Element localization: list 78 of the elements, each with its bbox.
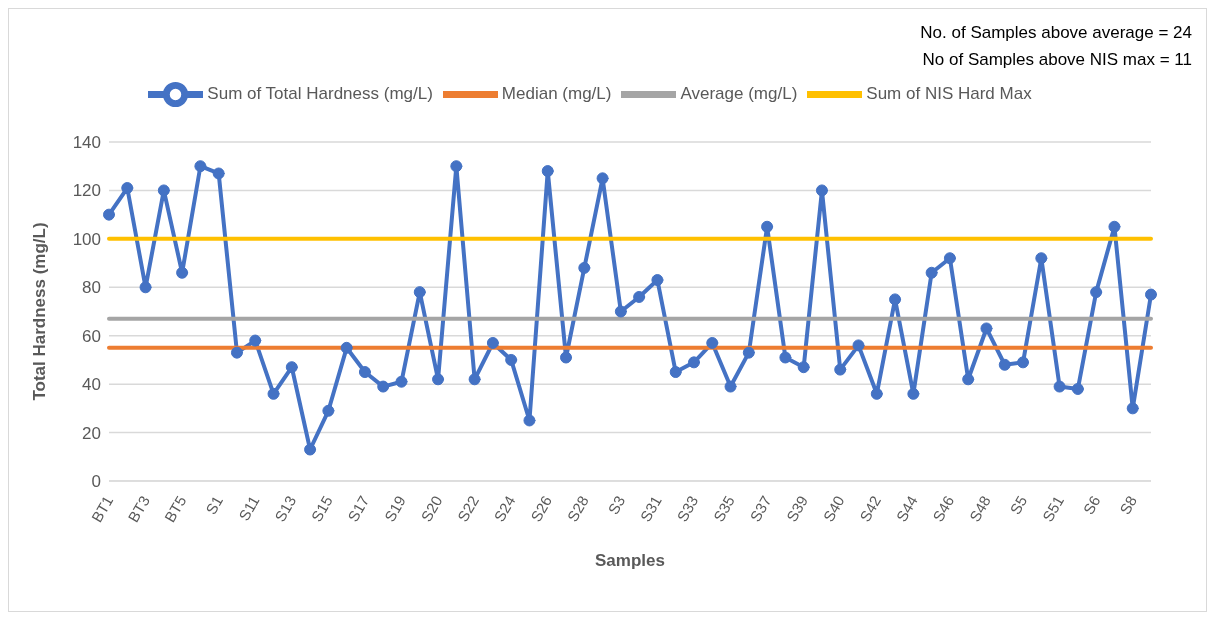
point — [267, 387, 280, 400]
text: No. of Samples above average = 24 — [920, 22, 1192, 44]
point — [541, 165, 554, 178]
y-axis-title: Total Hardness (mg/L) — [30, 222, 50, 401]
point — [432, 373, 445, 386]
x-tick-label: S6 — [1079, 492, 1104, 518]
point — [358, 366, 371, 379]
y-tick-label: 140 — [72, 133, 101, 153]
point — [925, 266, 938, 279]
point — [230, 346, 243, 359]
point — [157, 184, 170, 197]
y-tick-label: 40 — [82, 375, 101, 395]
point — [596, 172, 609, 185]
y-tick-label: 120 — [72, 181, 101, 201]
point — [907, 387, 920, 400]
point — [687, 356, 700, 369]
point — [943, 252, 956, 265]
point — [706, 336, 719, 349]
point — [742, 346, 755, 359]
x-tick-label: S3 — [604, 492, 629, 518]
point — [669, 366, 682, 379]
y-tick-label: 20 — [82, 423, 101, 443]
point — [834, 363, 847, 376]
point — [194, 160, 207, 173]
point — [340, 341, 353, 354]
legend-label: Median (mg/L) — [501, 83, 612, 103]
point — [468, 373, 481, 386]
x-tick-label: S51 — [1038, 492, 1067, 525]
point — [633, 290, 646, 303]
point — [614, 305, 627, 318]
x-tick-label: S11 — [235, 492, 263, 524]
point — [560, 351, 573, 364]
point — [962, 373, 975, 386]
y-tick-label: 80 — [82, 278, 101, 298]
point — [1035, 252, 1048, 265]
point — [779, 351, 792, 364]
y-tick-label: 0 — [91, 472, 101, 492]
point — [815, 184, 828, 197]
point — [1071, 382, 1084, 395]
point — [377, 380, 390, 393]
point — [651, 274, 664, 287]
point — [761, 220, 774, 233]
point — [523, 414, 536, 427]
point — [1090, 286, 1103, 299]
point — [395, 375, 408, 388]
point — [139, 281, 152, 294]
point — [1053, 380, 1066, 393]
legend-label: Sum of Total Hardness (mg/L) — [207, 83, 433, 103]
point — [852, 339, 865, 352]
y-tick-label: 100 — [72, 229, 101, 249]
point — [1108, 220, 1121, 233]
point — [1017, 356, 1030, 369]
x-tick-label: S8 — [1116, 492, 1141, 518]
point — [103, 208, 115, 221]
legend-label: Average (mg/L) — [680, 83, 798, 103]
point — [304, 443, 317, 456]
point — [1126, 402, 1139, 415]
x-tick-label: S31 — [636, 492, 665, 525]
point — [578, 261, 591, 274]
x-tick-label: S5 — [1006, 492, 1031, 518]
y-tick-label: 60 — [82, 326, 101, 346]
legend-label: Sum of NIS Hard Max — [866, 83, 1032, 103]
point — [980, 322, 993, 335]
point — [870, 387, 883, 400]
point — [505, 353, 518, 366]
point — [450, 160, 463, 173]
point — [249, 334, 262, 347]
point — [212, 167, 225, 180]
x-tick-label: S1 — [202, 492, 227, 518]
text: No of Samples above NIS max = 11 — [921, 49, 1192, 71]
point — [797, 361, 810, 374]
point — [998, 358, 1011, 371]
point — [724, 380, 737, 393]
point — [1145, 288, 1157, 301]
point — [486, 336, 499, 349]
x-axis-title: Samples — [595, 551, 665, 570]
point — [889, 293, 902, 306]
point — [322, 404, 335, 417]
